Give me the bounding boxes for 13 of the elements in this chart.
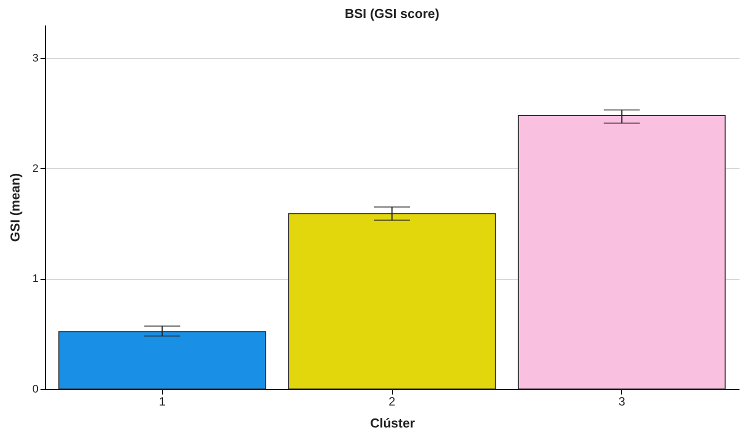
bar — [288, 213, 496, 390]
bar — [518, 114, 726, 390]
x-tick-label: 1 — [158, 394, 166, 408]
bar — [58, 331, 266, 390]
x-tick-label: 2 — [388, 394, 396, 408]
y-tick-label: 2 — [32, 162, 38, 175]
chart-title: BSI (GSI score) — [344, 6, 440, 21]
y-axis-title: GSI (mean) — [7, 173, 22, 242]
x-tick-label: 3 — [618, 394, 626, 408]
y-tick-label: 1 — [32, 273, 38, 286]
x-axis-title: Clúster — [370, 416, 415, 430]
y-tick-label: 3 — [32, 52, 38, 65]
y-tick-label: 0 — [32, 384, 38, 396]
